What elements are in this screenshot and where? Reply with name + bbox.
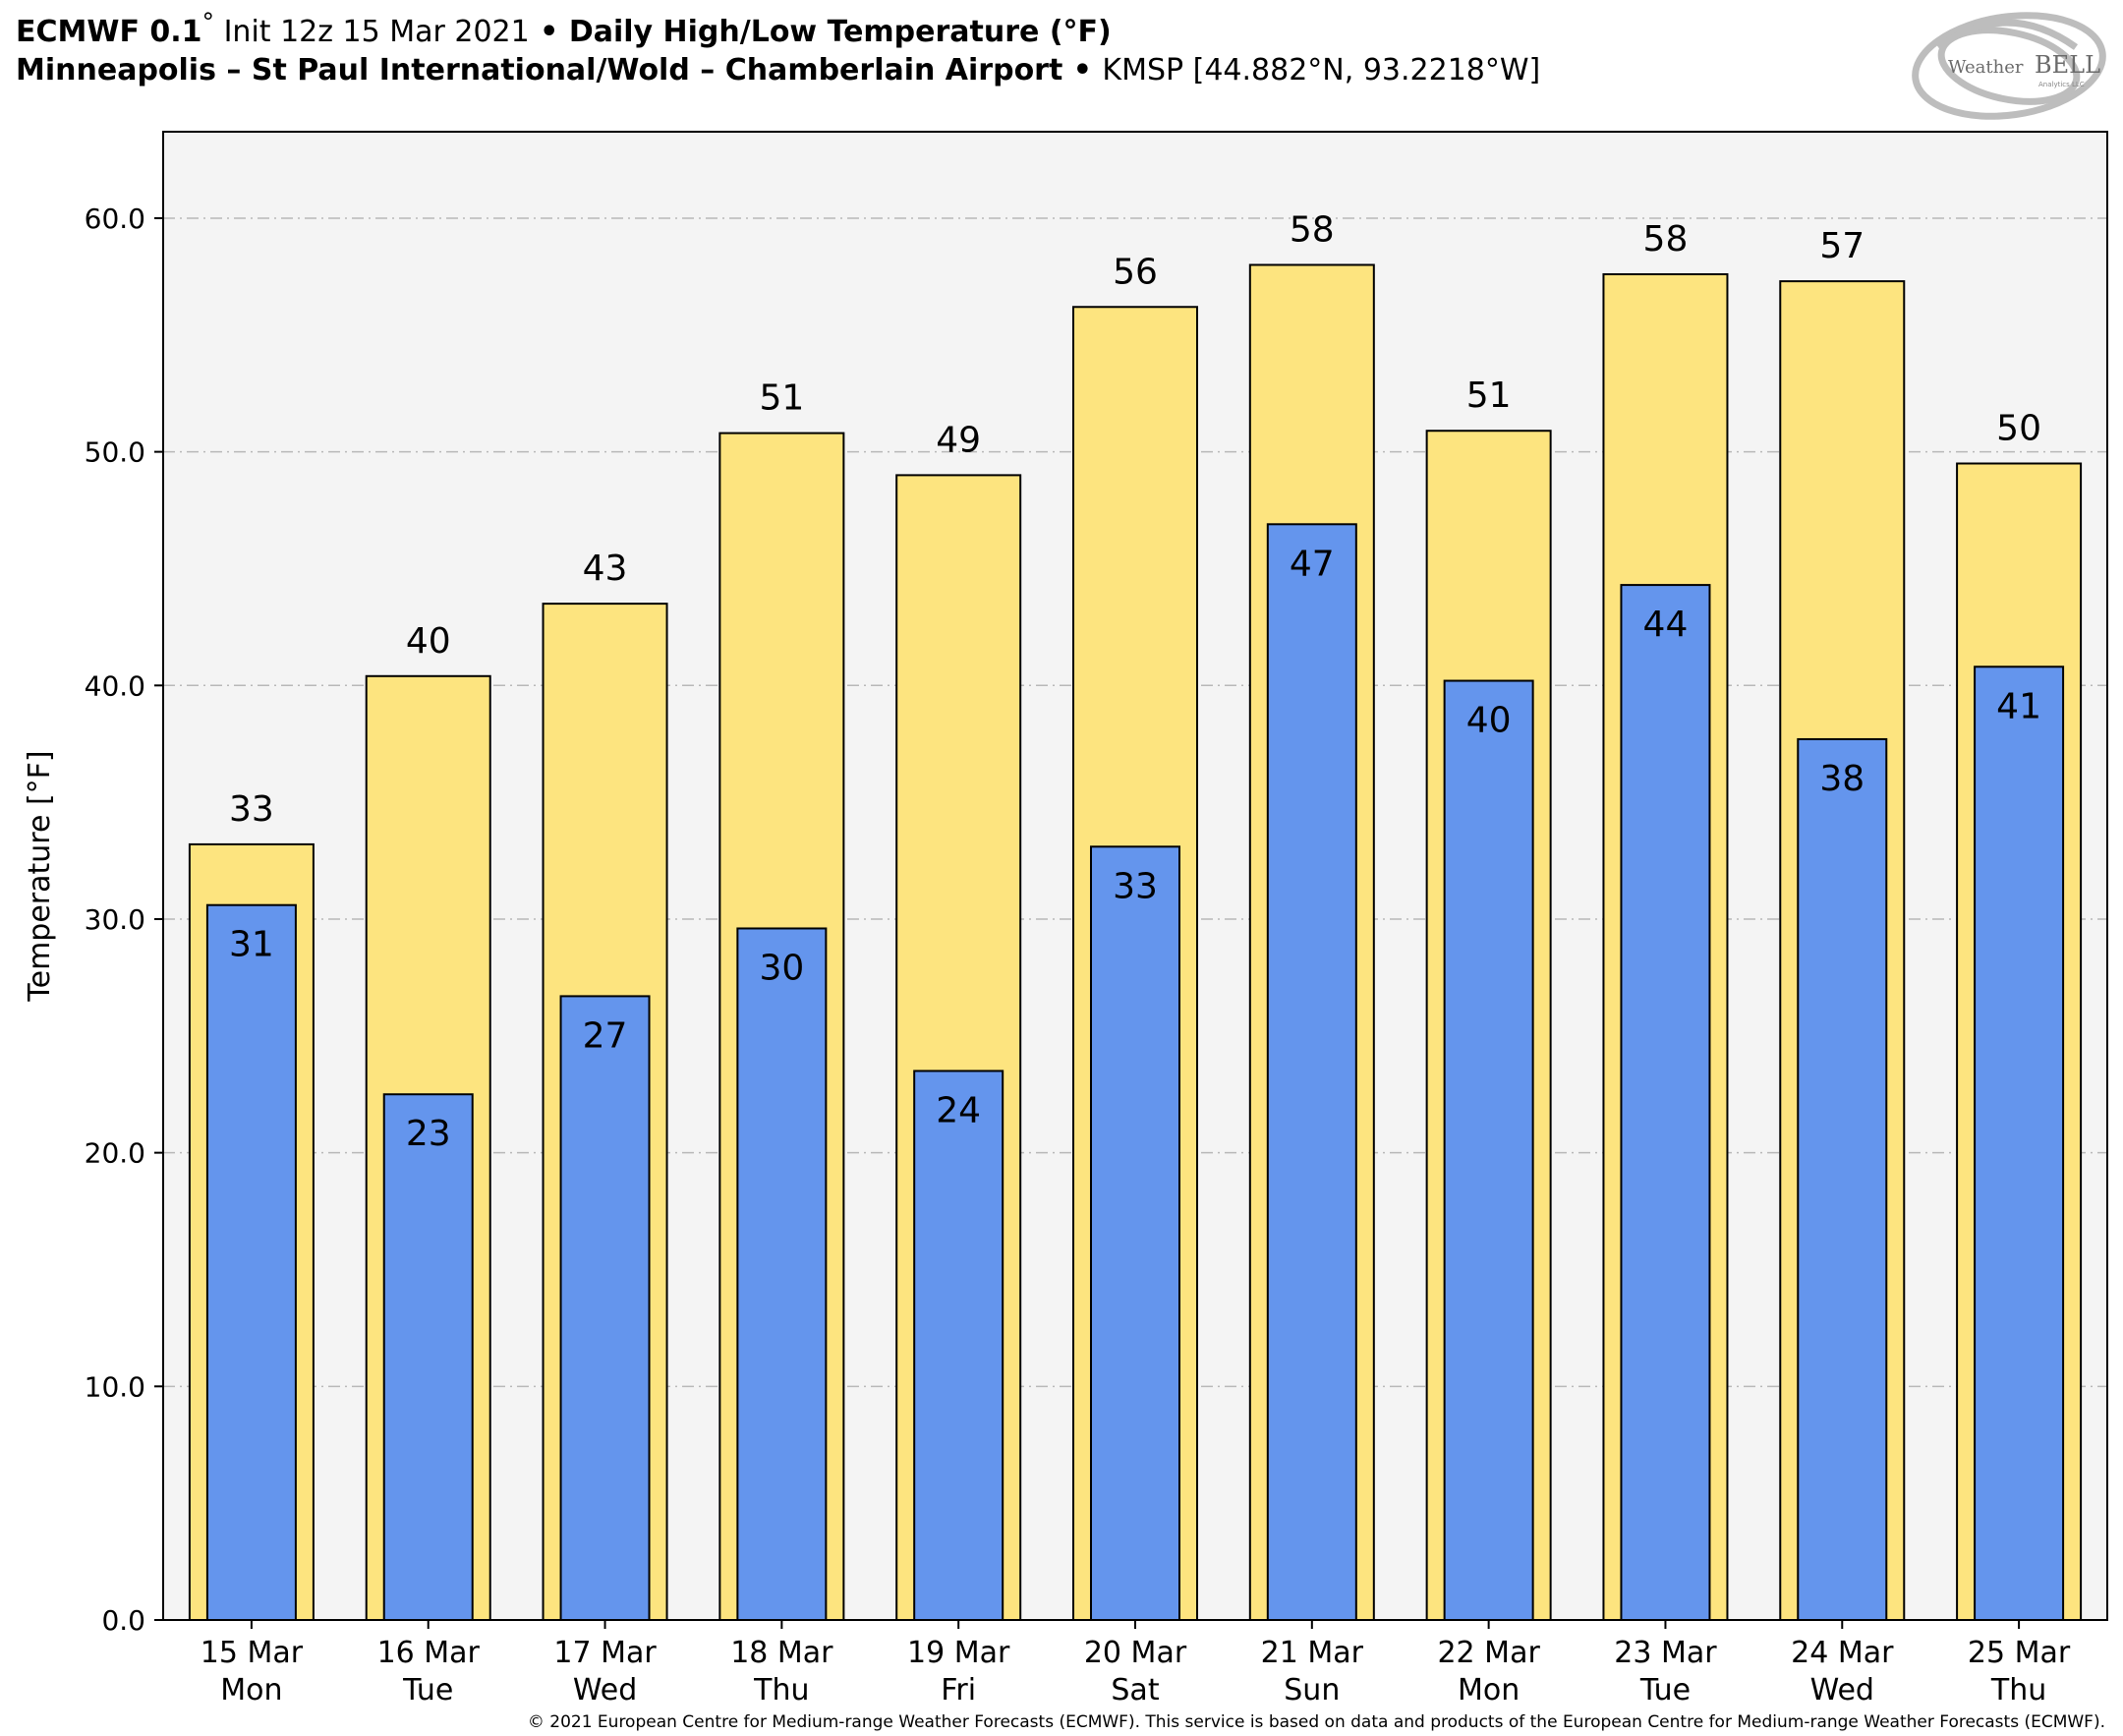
low-bar (205, 903, 297, 1621)
x-tick-date: 17 Mar (553, 1636, 657, 1670)
bars (188, 263, 2083, 1622)
low-bar (559, 995, 651, 1621)
x-tick-date: 22 Mar (1437, 1636, 1540, 1670)
high-value-label: 51 (759, 378, 804, 419)
swirl-icon (1912, 12, 2106, 120)
x-tick-day: Thu (753, 1673, 809, 1707)
y-tick-label: 30.0 (85, 903, 145, 936)
y-tick-label: 10.0 (85, 1370, 145, 1403)
x-tick-day: Sat (1111, 1673, 1159, 1707)
low-value-label: 44 (1643, 605, 1689, 645)
low-bar (382, 1093, 474, 1622)
low-value-label: 23 (406, 1114, 451, 1154)
x-tick-day: Sun (1284, 1673, 1340, 1707)
y-tick-label: 40.0 (85, 669, 145, 702)
copyright-notice: © 2021 European Centre for Medium-range … (527, 1712, 2105, 1732)
high-value-label: 33 (229, 789, 274, 830)
low-bar (1797, 737, 1888, 1621)
low-bar (1090, 845, 1180, 1621)
degree-sign: ° (201, 8, 215, 36)
bar-labels: 33 31 40 23 43 27 51 30 49 24 56 33 58 47 51 40 58 44 57 38… (229, 209, 2041, 1154)
low-bar (1620, 584, 1711, 1621)
chart-title: ECMWF 0.1° Init 12z 15 Mar 2021 • Daily … (16, 8, 1112, 49)
high-value-label: 50 (1996, 409, 2041, 449)
logo-subtext: Analytics LLC (2038, 81, 2085, 88)
x-tick-date: 15 Mar (201, 1636, 304, 1670)
high-value-label: 57 (1819, 226, 1865, 266)
init-time: Init 12z 15 Mar 2021 (214, 15, 530, 49)
model-name: ECMWF 0.1 (16, 15, 202, 49)
x-tick-date: 23 Mar (1614, 1636, 1717, 1670)
high-value-label: 43 (583, 549, 628, 589)
logo-text-b: BELL (2035, 51, 2100, 79)
low-bar (1974, 665, 2065, 1621)
high-value-label: 51 (1466, 376, 1512, 416)
x-tick-day: Thu (1990, 1673, 2046, 1707)
low-bar (1443, 679, 1534, 1621)
weatherbell-logo: Weather BELL Analytics LLC (1912, 12, 2106, 120)
low-value-label: 47 (1290, 544, 1335, 584)
y-tick-label: 0.0 (101, 1604, 145, 1637)
low-value-label: 40 (1466, 701, 1512, 741)
product-name: Daily High/Low Temperature (°F) (568, 15, 1112, 49)
y-axis-label: Temperature [°F] (23, 750, 57, 1002)
low-bar (913, 1070, 1004, 1621)
low-bar (1266, 523, 1357, 1621)
x-tick-date: 25 Mar (1968, 1636, 2071, 1670)
low-value-label: 24 (936, 1090, 981, 1130)
x-tick-day: Mon (1458, 1673, 1520, 1707)
station-coords: KMSP [44.882°N, 93.2218°W] (1102, 53, 1541, 87)
low-value-label: 41 (1996, 686, 2041, 726)
x-tick-day: Wed (573, 1673, 637, 1707)
y-tick-label: 20.0 (85, 1137, 145, 1170)
y-tick-label: 60.0 (85, 203, 145, 235)
high-value-label: 58 (1290, 209, 1335, 250)
x-tick-date: 24 Mar (1791, 1636, 1894, 1670)
x-tick-date: 18 Mar (730, 1636, 833, 1670)
x-tick-day: Mon (220, 1673, 282, 1707)
x-tick-day: Wed (1810, 1673, 1874, 1707)
x-tick-date: 16 Mar (377, 1636, 481, 1670)
low-value-label: 30 (759, 948, 804, 988)
x-tick-date: 21 Mar (1261, 1636, 1364, 1670)
y-axis: 0.0 10.0 20.0 30.0 40.0 50.0 60.0 (85, 203, 163, 1637)
chart-subtitle: Minneapolis – St Paul International/Wold… (16, 53, 1540, 87)
x-tick-date: 19 Mar (907, 1636, 1010, 1670)
x-tick-day: Tue (402, 1673, 453, 1707)
low-value-label: 38 (1819, 759, 1865, 799)
subtitle-separator: • (1062, 53, 1103, 87)
low-value-label: 27 (583, 1015, 628, 1056)
title-separator: • (529, 15, 569, 49)
x-tick-day: Tue (1639, 1673, 1691, 1707)
high-value-label: 49 (936, 420, 981, 460)
x-tick-day: Fri (941, 1673, 976, 1707)
low-value-label: 33 (1113, 866, 1158, 906)
x-tick-date: 20 Mar (1084, 1636, 1187, 1670)
low-value-label: 31 (229, 925, 274, 965)
logo-text-a: Weather (1948, 57, 2024, 78)
low-bar (736, 927, 828, 1621)
y-tick-label: 50.0 (85, 436, 145, 469)
station-name: Minneapolis – St Paul International/Wold… (16, 53, 1063, 87)
high-value-label: 56 (1113, 252, 1158, 292)
high-value-label: 40 (406, 621, 451, 662)
high-value-label: 58 (1643, 219, 1689, 260)
